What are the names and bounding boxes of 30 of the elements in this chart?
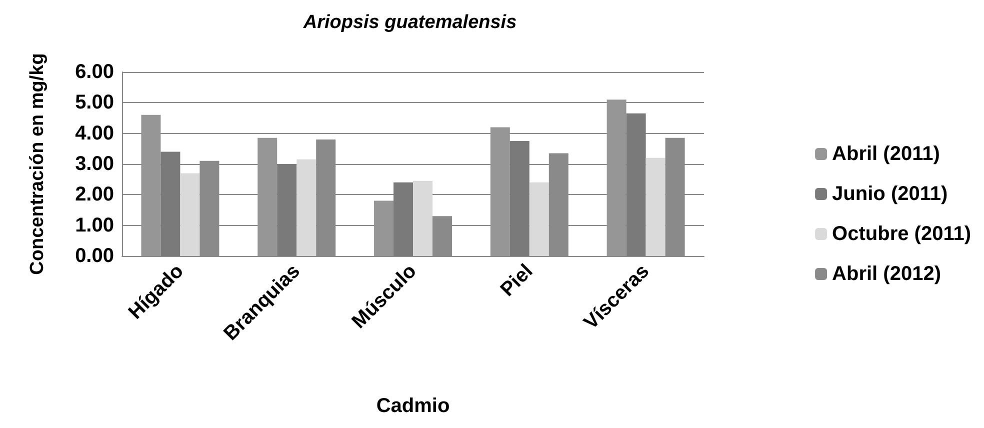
- chart-title: Ariopsis guatemalensis: [302, 12, 517, 33]
- bar: [141, 114, 161, 256]
- legend-label: Abril (2011): [832, 143, 940, 165]
- bar: [394, 182, 413, 256]
- bar: [646, 158, 666, 256]
- bar: [277, 164, 297, 256]
- bar: [606, 100, 626, 256]
- y-tick-label: 1.00: [75, 214, 114, 236]
- x-axis-title: Cadmio: [376, 395, 450, 417]
- bar: [374, 200, 394, 256]
- x-tick-label: Piel: [496, 260, 538, 301]
- legend-label: Junio (2011): [832, 183, 948, 205]
- bar: [413, 180, 432, 256]
- legend-label: Octubre (2011): [832, 223, 972, 245]
- bar: [626, 113, 646, 256]
- y-tick-label: 4.00: [75, 122, 114, 144]
- bar: [160, 152, 180, 256]
- legend-label: Abril (2012): [832, 263, 941, 285]
- y-tick-label: 2.00: [75, 184, 114, 206]
- y-tick-label: 0.00: [75, 245, 114, 267]
- bar: [296, 159, 316, 256]
- bar: [529, 182, 549, 256]
- y-tick-label: 5.00: [75, 92, 114, 114]
- bar: [258, 138, 278, 256]
- y-tick-label: 6.00: [75, 61, 114, 83]
- bar: [510, 141, 530, 256]
- y-axis-title: Concentración en mg/kg: [27, 53, 48, 275]
- bar: [490, 127, 510, 256]
- y-tick-label: 3.00: [75, 153, 114, 175]
- bar: [180, 173, 200, 256]
